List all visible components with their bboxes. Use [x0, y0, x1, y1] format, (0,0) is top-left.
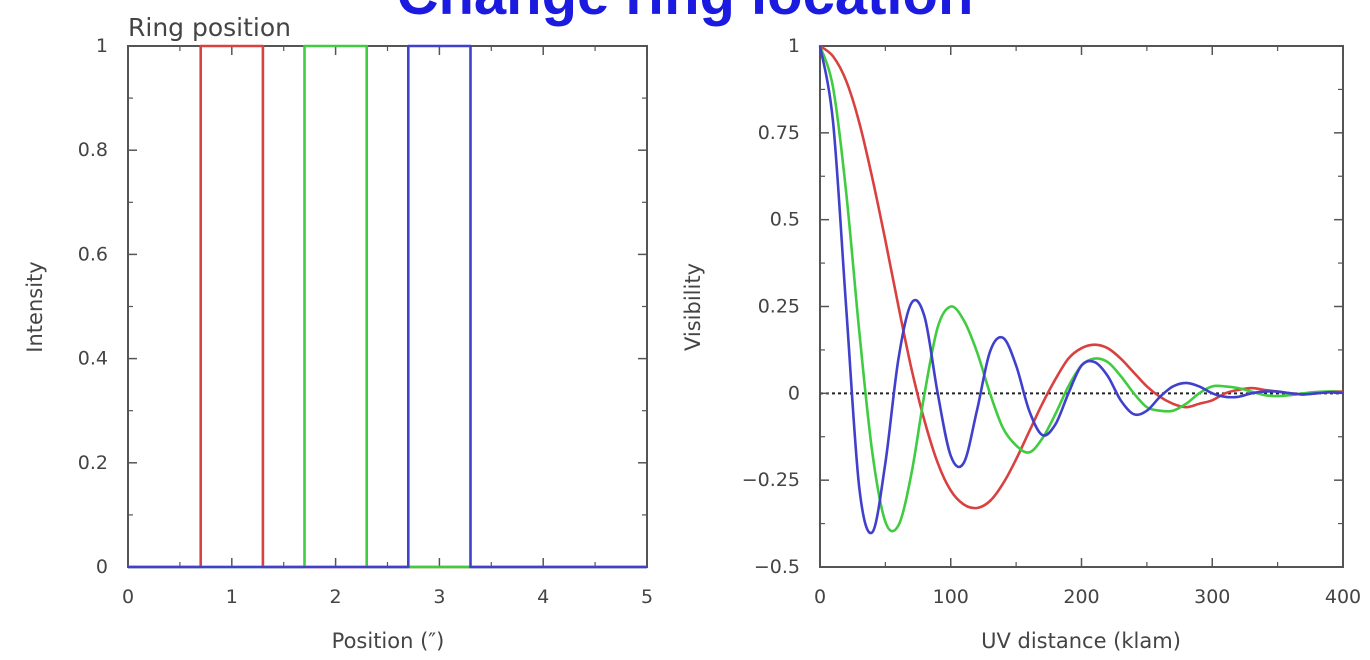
- plot-frame: [128, 46, 647, 567]
- x-tick-label: 300: [1194, 586, 1230, 608]
- x-tick-label: 0: [814, 586, 826, 608]
- x-axis-label: UV distance (klam): [981, 629, 1181, 653]
- y-tick-label: 1: [96, 35, 108, 57]
- x-tick-label: 2: [330, 586, 342, 608]
- y-tick-label: 0.8: [78, 139, 108, 161]
- x-tick-label: 1: [226, 586, 238, 608]
- series-line-1: [128, 46, 647, 567]
- y-tick-label: 0.75: [758, 122, 800, 144]
- y-tick-label: 1: [788, 35, 800, 57]
- x-tick-label: 0: [122, 586, 134, 608]
- series-line-3: [820, 46, 1343, 533]
- chart-2: 0 100 200 300 400 −0.5 −0.25 0 0.25 0.5 0.75 1 UV di…: [681, 35, 1361, 653]
- x-tick-label: 5: [641, 586, 653, 608]
- y-axis-label: Intensity: [23, 261, 47, 352]
- chart-title: Ring position: [128, 13, 291, 42]
- x-tick-label: 100: [933, 586, 969, 608]
- y-tick-label: −0.5: [754, 556, 800, 578]
- y-tick-label: 0: [96, 556, 108, 578]
- y-tick-label: −0.25: [742, 469, 800, 491]
- x-tick-label: 200: [1063, 586, 1099, 608]
- series-line-3: [128, 46, 647, 567]
- y-tick-label: 0.4: [78, 348, 108, 370]
- y-tick-label: 0.2: [78, 452, 108, 474]
- series-line-2: [820, 46, 1343, 531]
- y-axis-label: Visibility: [681, 263, 705, 351]
- x-tick-label: 3: [433, 586, 445, 608]
- x-axis-label: Position (″): [332, 629, 445, 653]
- y-tick-label: 0: [788, 382, 800, 404]
- x-tick-label: 4: [537, 586, 549, 608]
- y-tick-label: 0.6: [78, 243, 108, 265]
- series-line-2: [128, 46, 647, 567]
- y-tick-label: 0.25: [758, 296, 800, 318]
- chart-1: 0 1 2 3 4 5 0 0.2 0.4 0.6 0.8 1 Ring position Positio…: [23, 13, 653, 653]
- x-tick-label: 400: [1325, 586, 1361, 608]
- y-tick-label: 0.5: [770, 209, 800, 231]
- series-line-1: [820, 46, 1343, 508]
